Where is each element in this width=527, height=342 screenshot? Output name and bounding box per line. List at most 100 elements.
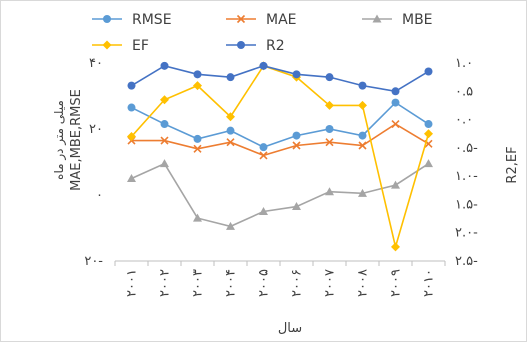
legend-label: EF	[132, 38, 149, 54]
x-tick-label: ۲۰۰۵	[257, 269, 272, 297]
series-line-mbe	[131, 162, 429, 228]
legend-swatch-marker	[237, 41, 245, 49]
data-point-mae	[193, 144, 202, 153]
data-point-ef	[226, 112, 235, 122]
data-point-mbe	[325, 187, 334, 196]
y-right-tick-label: ۱.۰	[455, 56, 473, 71]
data-point-mae	[292, 141, 301, 150]
data-point-r2	[226, 73, 235, 82]
data-point-ef	[193, 81, 202, 91]
data-point-r2	[193, 70, 202, 79]
series-rmse	[127, 98, 433, 152]
legend-label: RMSE	[132, 12, 172, 28]
series-line-r2	[131, 64, 429, 93]
series-line-ef	[130, 64, 430, 251]
x-tick-label: ۲۰۰۱	[125, 269, 140, 297]
data-point-rmse	[424, 120, 433, 129]
series-mae	[127, 119, 433, 160]
x-tick-label: ۲۰۰۲	[158, 269, 173, 297]
data-point-ef	[127, 132, 136, 142]
legend-label: MAE	[266, 12, 297, 28]
legend-swatch-marker	[102, 40, 112, 50]
data-point-mae	[259, 151, 268, 160]
data-point-r2	[325, 73, 334, 82]
data-point-r2	[424, 67, 433, 76]
data-point-r2	[259, 61, 268, 70]
data-point-mae	[358, 141, 367, 150]
legend-swatch-marker	[236, 14, 246, 24]
y-right-tick-label: ۱.۰-	[455, 169, 478, 184]
data-point-rmse	[127, 103, 136, 112]
data-point-rmse	[160, 120, 169, 129]
y-left-tick-label: ۲۰	[89, 122, 103, 137]
x-tick-label: ۲۰۱۰	[422, 269, 437, 297]
legend-item-r2: R2	[226, 38, 285, 54]
data-point-r2	[292, 70, 301, 79]
legend-swatch-marker	[103, 15, 111, 23]
legend: RMSE MAE MBE EF R2	[92, 12, 433, 54]
data-point-rmse	[292, 131, 301, 140]
data-point-r2	[127, 81, 136, 90]
x-tick-label: ۲۰۰۳	[191, 269, 206, 297]
series-line-mae	[131, 123, 429, 157]
y-left-axis-subtitle: میلی متر در ماه	[52, 100, 67, 180]
data-point-mae	[160, 136, 169, 145]
y-right-tick-label: ۱.۵-	[455, 197, 478, 212]
y-right-tick-label: ۲.۰-	[455, 226, 478, 241]
series-line-rmse	[131, 101, 429, 149]
x-tick-label: ۲۰۰۸	[356, 269, 371, 297]
data-point-r2	[358, 81, 367, 90]
axes: ۲۰۰۱ ۲۰۰۲ ۲۰۰۳ ۲۰۰۴ ۲۰۰۵ ۲۰۰۶ ۲۰۰۷ ۲۰۰۸ ۲۰۰۹ ۲۰۱۰…	[52, 56, 520, 336]
data-point-mbe	[127, 174, 136, 182]
data-point-mbe	[160, 159, 169, 168]
data-point-rmse	[358, 131, 367, 140]
data-point-mbe	[292, 202, 301, 211]
y-left-tick-label: ۰	[96, 188, 103, 203]
data-point-mbe	[226, 221, 235, 230]
x-axis-title: سال	[278, 321, 302, 336]
data-point-ef	[160, 95, 169, 105]
data-point-mae	[325, 138, 334, 147]
x-tick-label: ۲۰۰۴	[224, 269, 239, 297]
data-point-mae	[391, 119, 400, 129]
data-point-ef	[358, 100, 367, 110]
y-right-tick-label: ۰.۵	[455, 84, 473, 99]
legend-item-rmse: RMSE	[92, 12, 172, 28]
series-r2	[127, 61, 433, 96]
y-left-tick-label: ۲۰-	[84, 254, 103, 269]
data-point-rmse	[193, 134, 202, 143]
legend-item-mbe: MBE	[362, 12, 433, 28]
data-point-rmse	[259, 143, 268, 152]
data-point-r2	[391, 87, 400, 96]
x-tick-label: ۲۰۰۷	[323, 269, 338, 297]
data-point-rmse	[325, 125, 334, 133]
x-tick-label: ۲۰۰۹	[389, 269, 404, 297]
data-point-mbe	[193, 213, 202, 222]
data-point-mbe	[424, 159, 433, 168]
x-tick-label: ۲۰۰۶	[290, 269, 305, 297]
data-point-mae	[226, 138, 235, 147]
data-point-mbe	[358, 188, 367, 197]
data-point-ef	[391, 242, 400, 252]
data-point-ef	[325, 100, 334, 110]
y-right-tick-label: ۰.۵-	[455, 141, 478, 156]
legend-label: MBE	[402, 12, 433, 28]
data-point-r2	[160, 61, 169, 70]
data-point-mbe	[391, 180, 400, 189]
y-right-tick-label: ۲.۵-	[455, 254, 478, 269]
data-point-ef	[424, 129, 433, 139]
legend-swatch-marker	[372, 14, 382, 23]
data-point-rmse	[391, 98, 400, 107]
y-right-axis-title: R2,EF	[505, 146, 520, 183]
y-right-tick-label: ۰.۰	[455, 113, 473, 128]
data-point-rmse	[226, 126, 235, 135]
legend-label: R2	[266, 38, 285, 54]
plot-area	[127, 61, 433, 252]
y-left-tick-label: ۴۰	[89, 56, 103, 71]
y-left-axis-title: MAE,MBE,RMSE	[69, 89, 84, 191]
series-mbe	[127, 159, 433, 230]
data-point-mbe	[259, 207, 268, 215]
legend-item-mae: MAE	[226, 12, 297, 28]
